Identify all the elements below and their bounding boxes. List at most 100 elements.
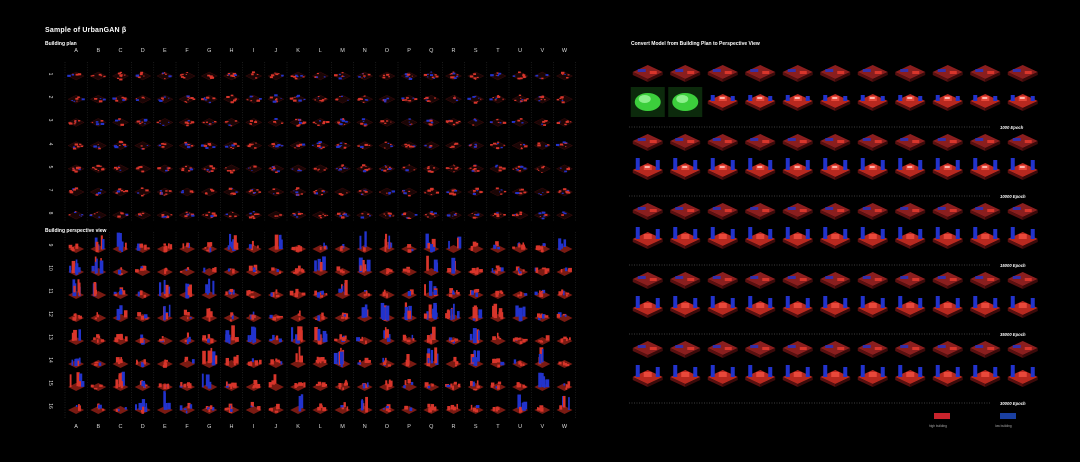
perspective-tile [68, 372, 85, 391]
perspective-tile [156, 304, 173, 322]
plan-tile [378, 95, 396, 104]
epoch-tile [932, 94, 963, 111]
perspective-tile [334, 244, 351, 253]
col-label-bottom-N: N [362, 424, 367, 430]
plan-tile [334, 95, 351, 104]
epoch-tile [932, 341, 963, 358]
perspective-tile [467, 305, 484, 322]
perspective-tile [90, 312, 107, 322]
epoch-tile [670, 203, 701, 220]
col-label-bottom-T: T [496, 424, 500, 430]
epoch-tile [707, 94, 738, 111]
plan-tile [245, 141, 263, 150]
plan-tile [67, 211, 85, 220]
perspective-tile [312, 242, 329, 253]
perspective-tile [267, 334, 284, 345]
epoch-tile [970, 341, 1001, 358]
col-label-top-F: F [185, 48, 189, 54]
plan-tile [467, 187, 485, 197]
epoch-tile [670, 365, 701, 387]
epoch-tile [782, 134, 813, 151]
perspective-tile [401, 244, 418, 253]
perspective-tile [267, 358, 284, 368]
col-label-bottom-O: O [384, 424, 390, 430]
col-label-bottom-I: I [252, 424, 255, 430]
perspective-tile [334, 379, 351, 391]
perspective-tile [112, 333, 129, 345]
perspective-tile [201, 278, 218, 299]
col-label-top-J: J [274, 48, 278, 54]
epoch-tile [630, 87, 665, 117]
epoch-tile [707, 65, 738, 82]
plan-tile [311, 164, 329, 173]
plan-tile [489, 71, 507, 81]
perspective-tile [156, 336, 173, 345]
epoch-tile [820, 94, 851, 111]
epoch-tile [782, 203, 813, 220]
perspective-tile [289, 288, 307, 299]
perspective-tile [223, 403, 240, 414]
plan-section-label: Building plan [45, 41, 77, 47]
epoch-tile [857, 203, 888, 220]
col-label-top-B: B [96, 48, 101, 54]
plan-tile [400, 187, 418, 197]
perspective-tile [556, 289, 573, 299]
perspective-tile [312, 256, 329, 276]
epoch-tile [1007, 94, 1038, 111]
perspective-tile [90, 334, 107, 345]
epoch-label-1: 1000 Epoch [1000, 125, 1024, 130]
epoch-tile [745, 134, 776, 151]
perspective-tile [401, 354, 418, 368]
perspective-tile [245, 311, 262, 322]
epoch-tile [820, 134, 851, 151]
perspective-tile [179, 356, 196, 368]
plan-tile [245, 118, 263, 127]
perspective-tile [290, 326, 307, 345]
perspective-tile [356, 257, 373, 276]
plan-tile [67, 141, 85, 150]
plan-tile [200, 71, 218, 81]
epoch-tile [632, 65, 663, 82]
epoch-label-5: 30000 Epoch [1000, 401, 1026, 406]
plan-tile [200, 211, 218, 220]
perspective-tile [334, 279, 351, 299]
perspective-tile [245, 326, 262, 345]
perspective-tile [556, 336, 573, 345]
perspective-tile [90, 403, 107, 414]
epoch-tile [932, 272, 963, 289]
perspective-tile [290, 394, 307, 414]
perspective-tile [356, 357, 373, 368]
perspective-tile [467, 404, 484, 414]
perspective-tile [512, 266, 529, 276]
perspective-tile [245, 401, 262, 414]
plan-tile [445, 118, 462, 127]
plan-tile [178, 187, 196, 197]
plan-tile [112, 140, 129, 150]
plan-tile [356, 211, 374, 220]
perspective-tile [290, 265, 307, 276]
plan-tile [67, 95, 85, 104]
plan-tile [245, 211, 263, 220]
plan-tile [334, 164, 351, 173]
plan-tile [267, 187, 285, 197]
col-label-bottom-L: L [318, 424, 322, 430]
plan-tile [533, 211, 551, 220]
col-label-top-T: T [496, 48, 500, 54]
plan-tile [267, 164, 285, 174]
perspective-tile [201, 308, 218, 322]
perspective-tile [489, 406, 506, 414]
col-label-top-K: K [296, 48, 300, 54]
perspective-tile [556, 312, 573, 322]
col-label-top-M: M [340, 48, 345, 54]
plan-tile [223, 187, 240, 197]
epoch-tile [782, 296, 813, 318]
plan-tile [400, 141, 418, 150]
epoch-tile [857, 94, 888, 111]
epoch-tile [857, 296, 888, 318]
epoch-tile [745, 94, 776, 111]
plan-tile [511, 71, 529, 81]
perspective-tile [356, 304, 373, 322]
perspective-tile [267, 289, 284, 299]
plan-tile [223, 164, 240, 174]
